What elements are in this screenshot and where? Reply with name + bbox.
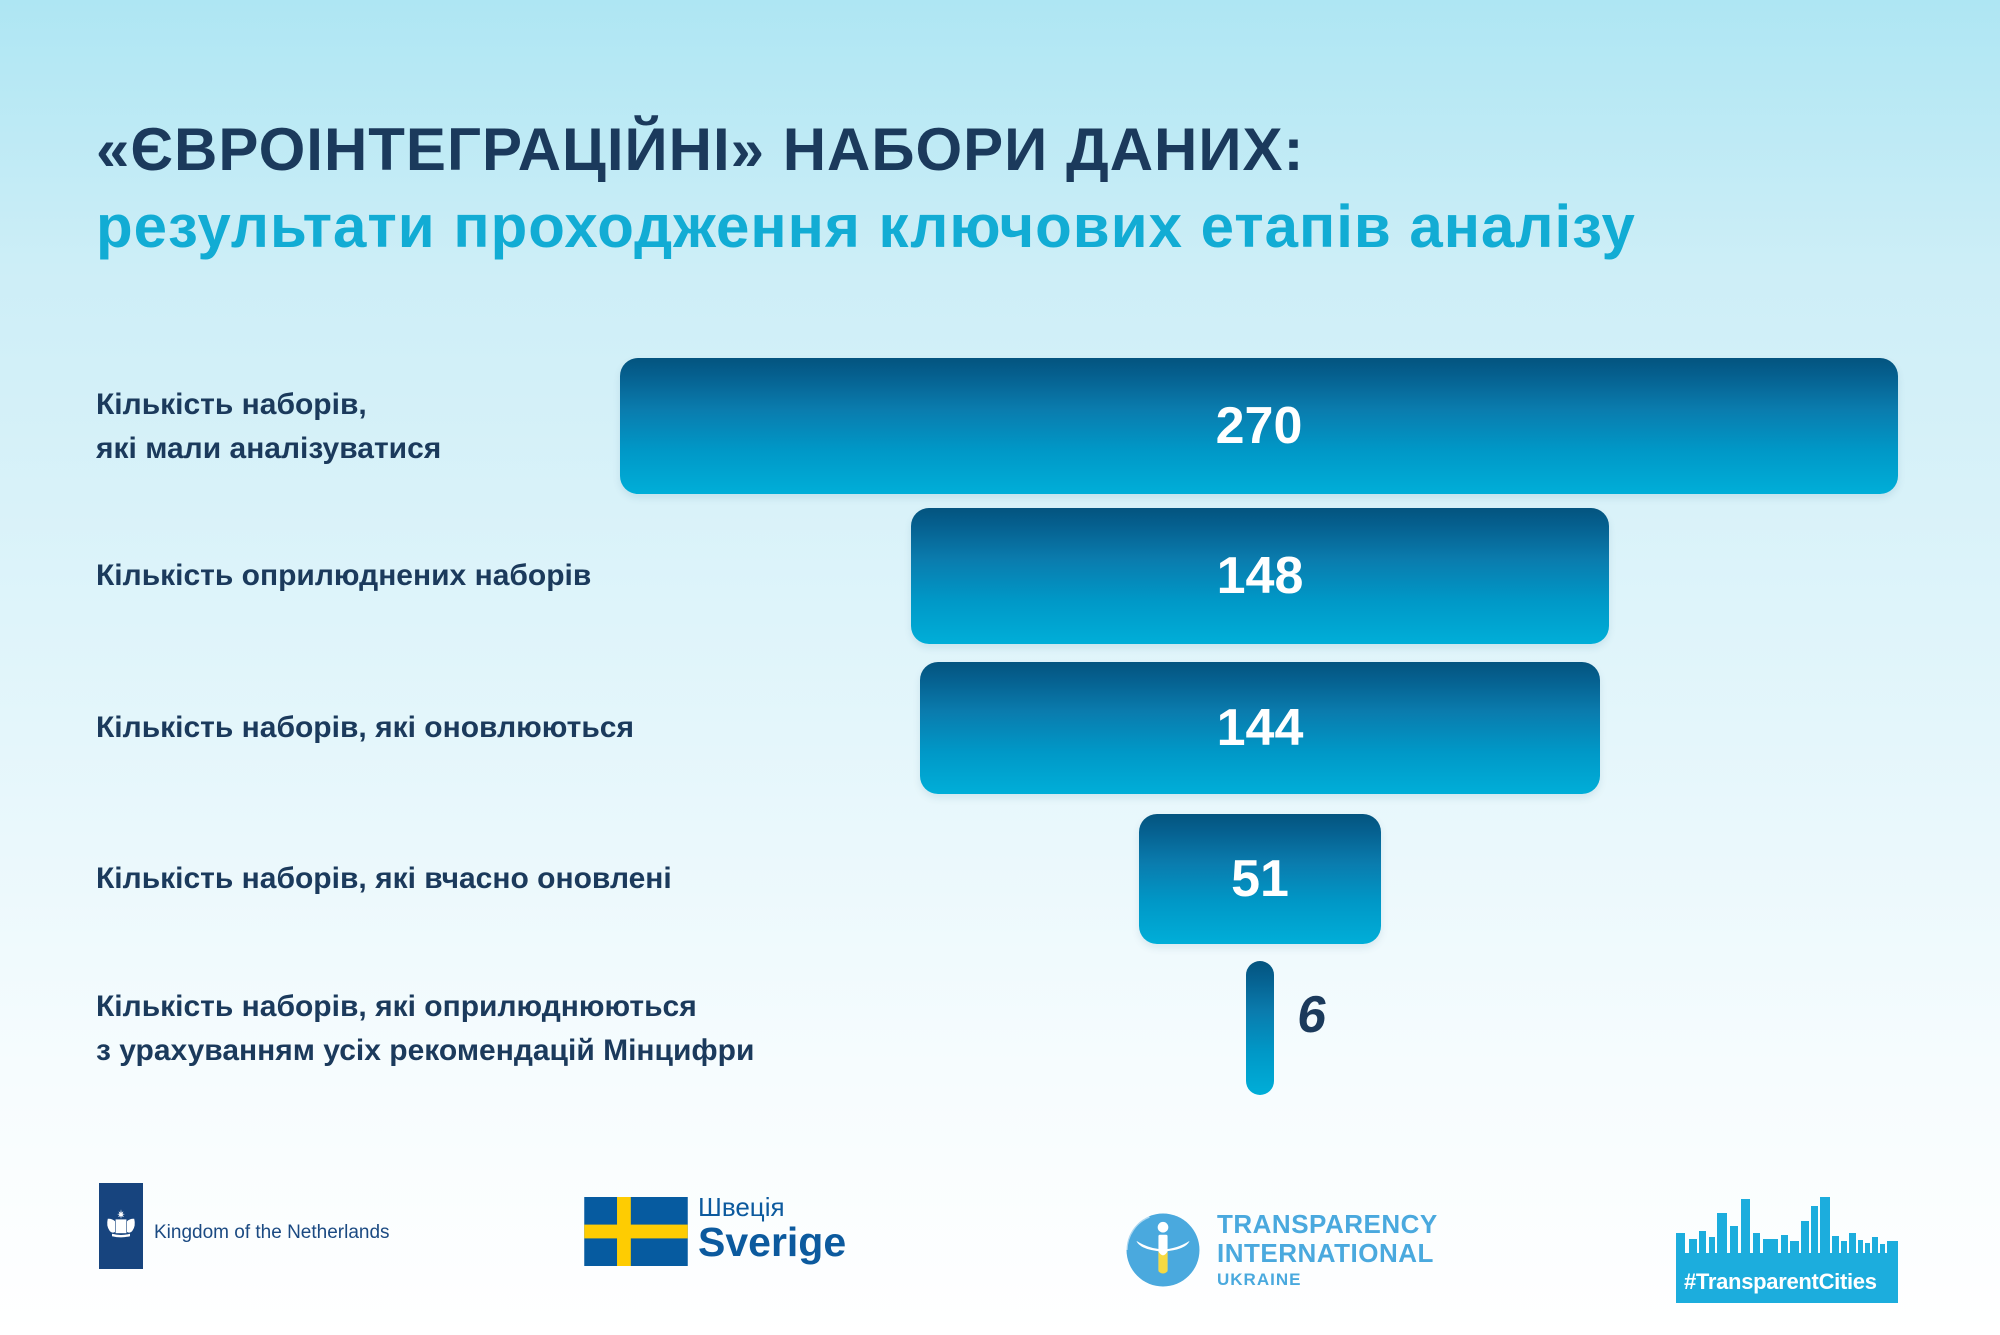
- svg-text:#TransparentCities: #TransparentCities: [1684, 1269, 1877, 1294]
